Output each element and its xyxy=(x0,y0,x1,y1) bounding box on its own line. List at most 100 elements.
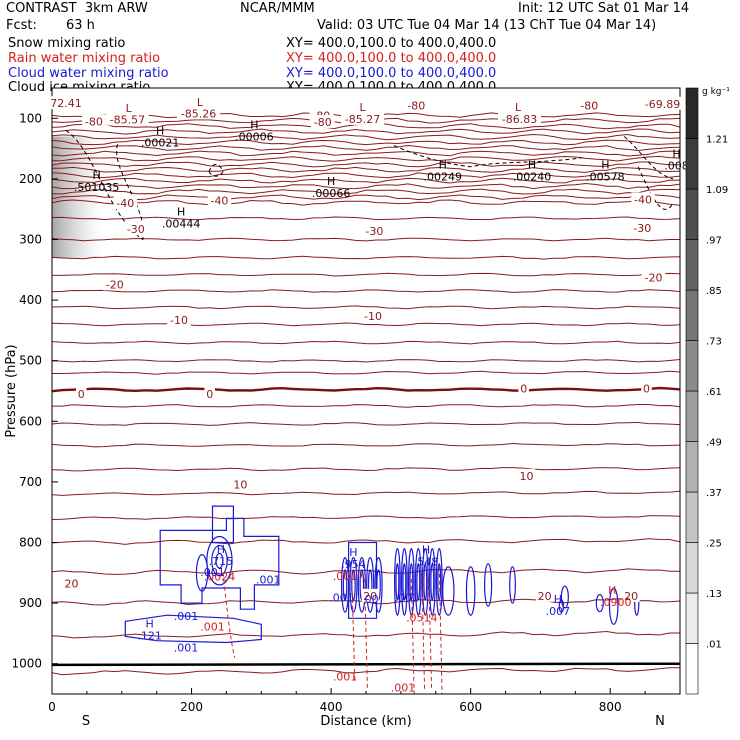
isotherm-line xyxy=(52,155,680,162)
cloud-water-contour xyxy=(374,557,383,613)
isotherm-line xyxy=(52,538,680,545)
cloud-water-contour xyxy=(366,557,375,613)
y-tick-label: 600 xyxy=(19,414,42,428)
isotherm-line xyxy=(52,467,680,472)
contour-label: .001 xyxy=(174,610,199,623)
extremum-mark: H xyxy=(156,125,164,138)
cloud-water-contour xyxy=(409,563,414,601)
y-tick-label: 900 xyxy=(19,596,42,610)
isotherm-line xyxy=(52,322,680,327)
cloud-water-contour xyxy=(558,599,565,613)
ground-line xyxy=(52,662,680,667)
org-label: NCAR/MMM xyxy=(240,1,315,16)
extremum-value: .00021 xyxy=(141,137,180,150)
isotherm-line xyxy=(52,188,680,195)
isotherm-line xyxy=(52,216,680,221)
extremum-value: .954 xyxy=(341,558,366,571)
isotherm-label: 72.41 xyxy=(50,97,82,110)
contour-label: .001 xyxy=(200,620,225,633)
field-name-rain: Rain water mixing ratio xyxy=(8,51,161,66)
isotherm-label: 10 xyxy=(233,478,247,491)
isotherm-line xyxy=(52,289,680,293)
cloud-water-contour xyxy=(608,587,619,625)
extremum-mark: H xyxy=(601,159,609,172)
isotherm-line xyxy=(52,166,680,173)
isotherm-label: -86.83 xyxy=(502,113,537,126)
extremum-mark: H xyxy=(146,617,154,630)
cloud-water-contour xyxy=(349,557,358,613)
isotherm-label-bg xyxy=(63,576,81,590)
isotherm-label: 20 xyxy=(363,590,377,603)
isotherm-label-bg xyxy=(310,114,335,128)
isotherm-label-bg xyxy=(361,308,385,322)
isotherm-line xyxy=(52,133,680,141)
isotherm-label-bg xyxy=(167,313,191,327)
isotherm-line xyxy=(52,305,680,310)
cloud-water-contour xyxy=(430,563,435,601)
contour-label: 00 xyxy=(365,593,379,606)
cloud-water-contour xyxy=(211,505,234,544)
isotherm-line xyxy=(52,359,680,363)
isotherm-line xyxy=(52,199,680,206)
colorbar-label: .97 xyxy=(706,236,722,247)
cloud-water-contour xyxy=(402,563,407,601)
field-name-snow: Snow mixing ratio xyxy=(8,36,126,51)
extremum-value: .007 xyxy=(546,605,571,618)
isotherm-line xyxy=(52,404,680,408)
y-tick-label: 400 xyxy=(19,293,42,307)
isotherm-label: 10 xyxy=(519,470,533,483)
y-tick-label: 800 xyxy=(19,536,42,550)
colorbar-label: .61 xyxy=(706,387,722,398)
extremum-value: .008 xyxy=(664,160,689,173)
isotherm-label-bg xyxy=(105,112,149,126)
isotherm-label: 0 xyxy=(643,383,650,396)
isotherm-label-bg xyxy=(518,381,529,395)
forecast-hours: 63 h xyxy=(66,18,95,33)
isotherm-label-bg xyxy=(82,114,106,128)
colorbar-label: .37 xyxy=(706,488,722,499)
contour-label: .001 xyxy=(256,574,281,587)
colorbar-label: 1.21 xyxy=(706,135,728,146)
colorbar-bin xyxy=(685,491,699,543)
extremum-value: .00240 xyxy=(513,171,552,184)
isotherm-label-bg xyxy=(517,468,535,482)
isotherm-label: -80 xyxy=(85,115,103,128)
extremum-mark: H xyxy=(177,205,185,218)
isotherm-label: 0 xyxy=(78,388,85,401)
isotherm-label-bg xyxy=(204,387,215,401)
cloud-water-contour xyxy=(357,557,366,613)
cloud-water-contour xyxy=(211,544,228,577)
isotherm-label-bg xyxy=(341,111,385,125)
contour-label: .001 xyxy=(333,671,358,684)
valid-time: Valid: 03 UTC Tue 04 Mar 14 (13 ChT Tue … xyxy=(317,18,657,33)
isotherm-label-bg xyxy=(630,220,655,234)
extremum-mark: H xyxy=(93,169,101,182)
colorbar-bin xyxy=(685,239,699,291)
colorbar-label: .49 xyxy=(706,438,722,449)
colorbar-label: .85 xyxy=(706,286,722,297)
isotherm-label-bg xyxy=(123,222,148,236)
contour-label: .001 xyxy=(174,642,199,655)
field-xy-cloud-water: XY= 400.0,100.0 to 400.0,400.0 xyxy=(286,66,497,81)
colorbar-bin xyxy=(685,441,699,493)
isotherm-label-bg xyxy=(404,98,428,112)
cloud-water-contour xyxy=(416,563,421,601)
colorbar-label: .25 xyxy=(706,539,722,550)
isotherm-line xyxy=(52,144,680,152)
isotherm-line xyxy=(52,340,680,345)
extremum-value: .0900 xyxy=(600,596,632,609)
isotherm-label-bg xyxy=(362,224,387,238)
isotherm-label-bg xyxy=(641,96,685,110)
forecast-label: Fcst: xyxy=(6,18,37,33)
y-tick-label: 300 xyxy=(19,233,42,247)
y-tick-label: 500 xyxy=(19,354,42,368)
isotherm-line xyxy=(52,150,680,157)
cloud-water-contour xyxy=(465,566,476,616)
extremum-value: .00444 xyxy=(162,217,201,230)
isotherm-label: 0 xyxy=(520,383,527,396)
isotherm-label: -85.26 xyxy=(181,107,216,120)
contour-label: .001 xyxy=(329,591,354,604)
extremum-value: .501035 xyxy=(74,181,120,194)
extremum-mark: H xyxy=(439,159,447,172)
isotherm-line xyxy=(52,161,680,168)
